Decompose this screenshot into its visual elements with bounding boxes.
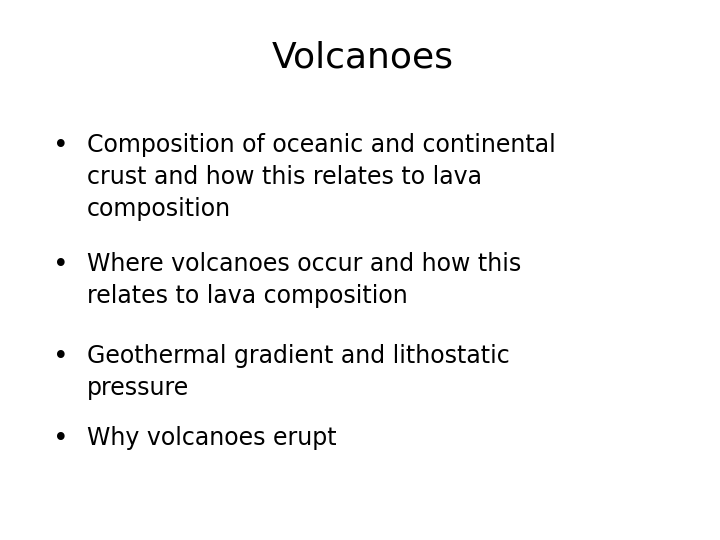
Text: •: • bbox=[53, 345, 69, 370]
Text: Volcanoes: Volcanoes bbox=[271, 40, 454, 75]
Text: Why volcanoes erupt: Why volcanoes erupt bbox=[87, 426, 337, 450]
Text: •: • bbox=[53, 133, 69, 159]
Text: •: • bbox=[53, 252, 69, 278]
Text: •: • bbox=[53, 426, 69, 452]
Text: Geothermal gradient and lithostatic
pressure: Geothermal gradient and lithostatic pres… bbox=[87, 345, 510, 400]
Text: Where volcanoes occur and how this
relates to lava composition: Where volcanoes occur and how this relat… bbox=[87, 252, 521, 307]
Text: Composition of oceanic and continental
crust and how this relates to lava
compos: Composition of oceanic and continental c… bbox=[87, 133, 556, 221]
